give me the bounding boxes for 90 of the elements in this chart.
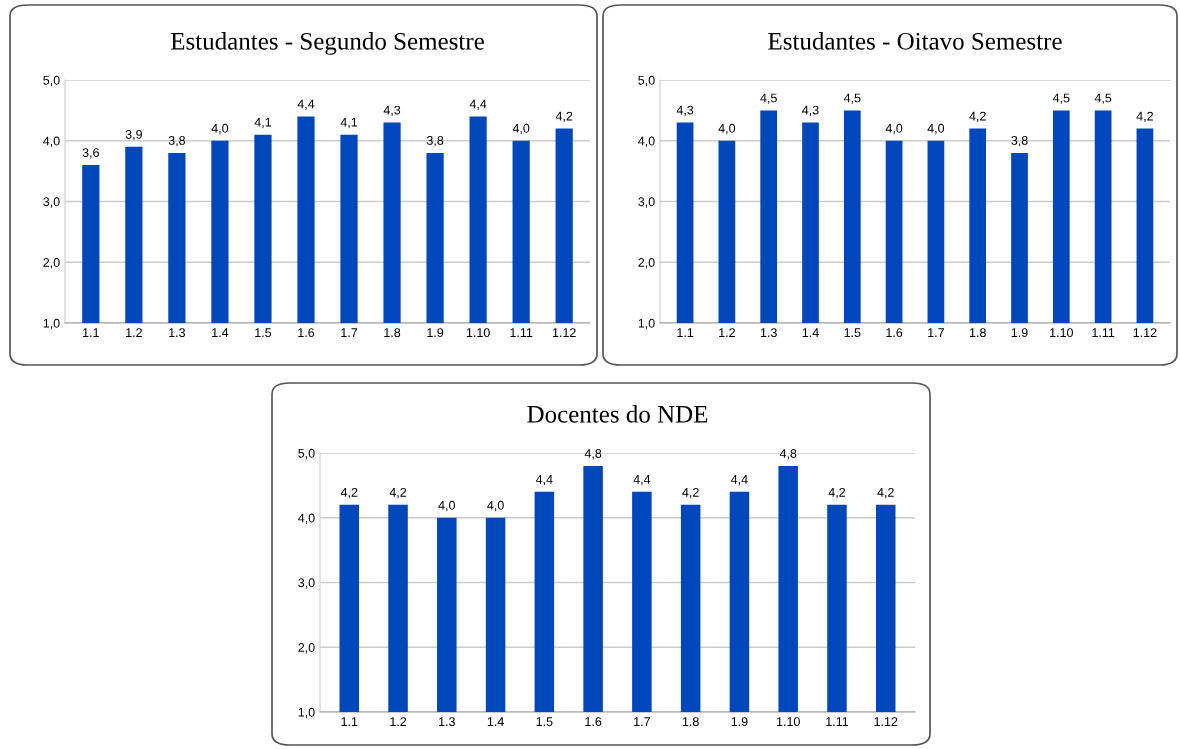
data-label: 4,4 <box>469 99 487 110</box>
data-label: 4,0 <box>512 123 530 135</box>
data-label: 4,2 <box>969 111 986 123</box>
x-tick-label: 1.6 <box>298 328 315 338</box>
data-label: 4,1 <box>340 117 358 129</box>
x-tick-label: 1.9 <box>427 328 444 338</box>
y-tick-label: 2,0 <box>43 258 60 269</box>
x-tick-label: 1.1 <box>341 717 358 726</box>
x-tick-label: 1.12 <box>1133 328 1157 337</box>
x-tick-label: 1.11 <box>510 328 533 337</box>
data-label: 4,0 <box>438 500 455 512</box>
data-label: 4,5 <box>843 93 861 104</box>
y-tick-label: 5,0 <box>43 75 60 87</box>
data-label: 3,9 <box>125 129 142 141</box>
x-tick-label: 1.3 <box>760 328 777 338</box>
x-tick-label: 1.4 <box>212 328 229 337</box>
x-tick-label: 1.3 <box>169 328 186 338</box>
data-label: 4,3 <box>383 105 401 116</box>
x-tick-label: 1.8 <box>682 717 699 727</box>
x-tick-label: 1.4 <box>487 717 504 726</box>
x-tick-label: 1.7 <box>341 328 358 337</box>
y-tick-label: 4,0 <box>43 136 60 147</box>
x-tick-label: 1.2 <box>126 328 142 337</box>
y-tick-label: 1,0 <box>638 318 655 330</box>
data-label: 4,5 <box>1094 93 1112 104</box>
data-label: 4,5 <box>1052 93 1070 104</box>
x-tick-label: 1.10 <box>776 717 800 727</box>
data-label: 4,2 <box>877 487 894 499</box>
data-label: 4,4 <box>633 475 651 486</box>
y-tick-label: 4,0 <box>638 136 655 147</box>
y-tick-label: 3,0 <box>638 197 655 208</box>
y-tick-label: 4,0 <box>298 513 315 524</box>
x-tick-label: 1.9 <box>731 717 748 727</box>
data-label: 4,4 <box>535 475 553 486</box>
data-label: 3,6 <box>82 148 99 159</box>
x-tick-label: 1.1 <box>677 328 694 337</box>
chart-title: Docentes do NDE <box>527 405 708 423</box>
data-label: 4,0 <box>211 123 229 135</box>
x-tick-label: 1.1 <box>83 328 99 337</box>
x-tick-label: 1.10 <box>1050 328 1073 338</box>
x-tick-label: 1.2 <box>390 717 407 726</box>
data-label: 3,8 <box>168 136 186 147</box>
x-tick-label: 1.5 <box>844 328 861 338</box>
data-label: 4,2 <box>828 487 846 499</box>
chart-title: Estudantes - Segundo Semestre <box>170 32 484 55</box>
data-label: 4,2 <box>389 487 407 499</box>
x-tick-label: 1.8 <box>969 328 986 338</box>
data-label: 4,2 <box>1136 111 1153 123</box>
data-label: 4,5 <box>760 93 777 104</box>
y-tick-label: 1,0 <box>43 318 60 330</box>
x-tick-label: 1.5 <box>255 328 272 338</box>
data-label: 4,3 <box>802 105 819 116</box>
x-tick-label: 1.11 <box>1092 328 1115 337</box>
data-label: 4,0 <box>718 123 736 135</box>
y-tick-label: 2,0 <box>638 258 655 269</box>
data-label: 4,8 <box>779 449 797 460</box>
x-tick-label: 1.7 <box>634 717 650 726</box>
x-tick-label: 1.12 <box>552 328 576 337</box>
x-tick-label: 1.10 <box>466 328 490 338</box>
data-label: 4,4 <box>731 475 748 486</box>
x-tick-label: 1.2 <box>719 328 735 337</box>
x-tick-label: 1.6 <box>585 717 602 727</box>
y-tick-label: 3,0 <box>43 197 60 208</box>
y-tick-label: 5,0 <box>638 75 655 87</box>
data-label: 4,2 <box>555 111 573 123</box>
data-label: 4,0 <box>885 123 903 135</box>
y-tick-label: 5,0 <box>298 448 315 460</box>
data-label: 3,8 <box>426 136 444 147</box>
data-label: 3,8 <box>1011 136 1028 147</box>
data-label: 4,4 <box>297 99 315 110</box>
x-tick-label: 1.9 <box>1011 328 1028 338</box>
data-label: 4,0 <box>927 123 945 135</box>
x-tick-label: 1.3 <box>439 717 455 727</box>
x-tick-label: 1.5 <box>536 717 553 727</box>
y-tick-label: 3,0 <box>298 578 315 589</box>
x-tick-label: 1.8 <box>384 328 401 338</box>
data-label: 4,0 <box>487 500 504 512</box>
data-label: 4,3 <box>676 105 694 116</box>
y-tick-label: 1,0 <box>298 707 315 719</box>
data-label: 4,8 <box>584 449 602 460</box>
data-label: 4,2 <box>340 487 358 499</box>
data-label: 4,2 <box>682 487 699 499</box>
data-label: 4,1 <box>254 117 272 129</box>
x-tick-label: 1.7 <box>928 328 944 337</box>
x-tick-label: 1.4 <box>802 328 819 337</box>
y-tick-label: 2,0 <box>298 643 315 654</box>
chart-title: Estudantes - Oitavo Semestre <box>768 32 1062 50</box>
x-tick-label: 1.11 <box>826 717 849 726</box>
x-tick-label: 1.6 <box>886 328 903 338</box>
x-tick-label: 1.12 <box>874 717 898 726</box>
